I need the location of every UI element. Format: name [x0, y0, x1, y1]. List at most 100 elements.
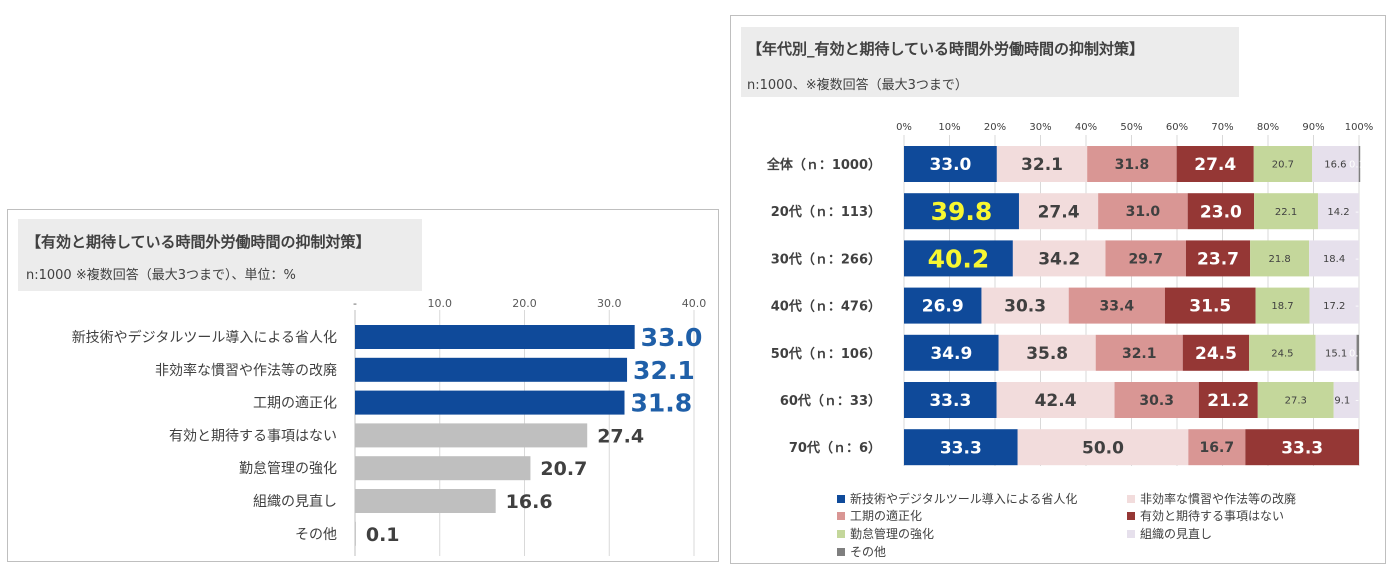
legend-swatch	[837, 494, 845, 503]
stacked-segment	[996, 146, 1088, 182]
segment-value-label: 22.1	[1275, 207, 1297, 218]
stacked-segment	[904, 146, 997, 182]
stacked-segment	[1012, 240, 1106, 277]
stacked-segment	[1114, 382, 1199, 418]
segment-value-label: 23.0	[1200, 202, 1242, 222]
stacked-segment	[904, 334, 999, 371]
right-title-box	[741, 27, 1239, 97]
segment-value-label: 24.5	[1195, 344, 1237, 364]
bar-value-label: 32.1	[633, 356, 695, 385]
legend-item: 新技術やデジタルツール導入による省人化	[837, 490, 1077, 507]
segment-value-label: 21.8	[1269, 254, 1291, 265]
segment-value-label: 15.1	[1325, 348, 1347, 359]
bar	[355, 357, 628, 382]
legend-swatch	[1127, 494, 1135, 503]
segment-value-label: 31.0	[1126, 204, 1161, 220]
legend-swatch	[837, 547, 845, 556]
x-tick-label: 70%	[1211, 122, 1233, 133]
category-label: 40代（ｎ：476）	[771, 299, 881, 315]
bar-value-label: 31.8	[631, 389, 693, 418]
stacked-segment	[1312, 146, 1359, 182]
stacked-segment	[904, 287, 982, 324]
x-tick-label: 100%	[1345, 122, 1374, 133]
stacked-segment	[1164, 287, 1256, 324]
x-tick-label: 40%	[1075, 122, 1097, 133]
stacked-segment	[1105, 240, 1186, 277]
segment-value-label: -	[1355, 301, 1359, 312]
legend-label: 有効と期待する事項はない	[1140, 509, 1285, 523]
bar-value-label: 16.6	[506, 491, 553, 513]
legend-label: 勤怠管理の強化	[850, 527, 935, 541]
x-tick-label: 20.0	[512, 297, 537, 310]
segment-value-label: 16.6	[1324, 160, 1346, 171]
segment-value-label: 14.2	[1327, 207, 1349, 218]
segment-value-label: 21.2	[1207, 391, 1249, 411]
segment-value-label: 0.9	[1349, 348, 1365, 359]
segment-value-label: 31.5	[1189, 297, 1231, 317]
stacked-segment	[1250, 240, 1310, 277]
category-label: 60代（ｎ：33）	[780, 393, 881, 409]
x-tick-label: 90%	[1302, 122, 1324, 133]
legend-swatch	[1127, 529, 1135, 538]
bar-value-label: 0.1	[366, 524, 400, 546]
left-chart-panel: 【有効と期待している時間外労働時間の抑制対策】 n:1000 ※複数回答（最大3…	[7, 209, 719, 562]
segment-value-label: 18.7	[1271, 301, 1293, 312]
legend-swatch	[837, 529, 845, 538]
stacked-segment	[904, 193, 1019, 230]
legend-swatch	[1127, 511, 1135, 520]
segment-value-label: 0.1	[1349, 160, 1365, 171]
stacked-segment	[1257, 382, 1334, 418]
segment-value-label: -	[1355, 396, 1359, 407]
bar-value-label: 33.0	[641, 323, 703, 352]
category-label: 勤怠管理の強化	[239, 461, 337, 477]
right-chart-panel: 【年代別_有効と期待している時間外労働時間の抑制対策】 n:1000、※複数回答…	[730, 15, 1386, 564]
segment-value-label: 23.7	[1197, 250, 1239, 270]
stacked-segment	[1187, 193, 1255, 230]
bar	[355, 489, 496, 513]
category-label: 20代（ｎ：113）	[771, 204, 881, 220]
x-tick-label: 30.0	[597, 297, 622, 310]
stacked-segment	[1245, 429, 1359, 466]
legend-label: 新技術やデジタルツール導入による省人化	[850, 492, 1078, 506]
segment-value-label: 42.4	[1035, 391, 1077, 411]
stacked-bar-chart: 0% 10% 20% 30% 40% 50% 60% 70% 80% 90% 100% 全体（ｎ：10…	[766, 122, 1374, 466]
segment-value-label: 35.8	[1026, 344, 1068, 364]
legend-item: 有効と期待する事項はない	[1127, 507, 1284, 524]
stacked-segment	[1315, 334, 1357, 371]
stacked-segment	[1095, 334, 1183, 371]
segment-value-label: -	[1355, 207, 1359, 218]
segment-value-label: 27.4	[1194, 155, 1236, 175]
bar-value-label: 20.7	[540, 458, 587, 480]
bar	[355, 390, 625, 415]
stacked-segment	[998, 334, 1096, 371]
segment-value-label: 34.9	[930, 344, 972, 364]
x-tick-label: -	[353, 297, 357, 310]
x-tick-label: 80%	[1257, 122, 1279, 133]
left-bar-chart: - 10.0 20.0 30.0 40.0 新技術やデジタルツール導入による省人化 33.0…	[72, 297, 706, 556]
segment-value-label: 26.9	[922, 297, 964, 317]
stacked-segment	[996, 382, 1115, 418]
category-label: その他	[295, 527, 337, 543]
stacked-segment	[1098, 193, 1188, 230]
stacked-segment	[1185, 240, 1251, 277]
stacked-segment	[1198, 382, 1258, 418]
stacked-segment	[1249, 334, 1316, 371]
category-label: 70代（ｎ：6）	[789, 440, 881, 456]
x-tick-label: 10%	[938, 122, 960, 133]
segment-value-label: 27.3	[1285, 396, 1307, 407]
segment-value-label: 31.8	[1115, 157, 1150, 173]
segment-value-label: 33.3	[1281, 438, 1323, 458]
stacked-segment	[1255, 287, 1310, 324]
left-chart-title: 【有効と期待している時間外労働時間の抑制対策】	[26, 233, 371, 251]
x-tick-label: 60%	[1166, 122, 1188, 133]
segment-value-label: 32.1	[1021, 155, 1063, 175]
segment-value-label: 32.1	[1122, 346, 1157, 362]
category-label: 非効率な慣習や作法等の改廃	[155, 362, 337, 379]
segment-value-label: 33.3	[929, 391, 971, 411]
category-label: 組織の見直し	[253, 493, 337, 510]
segment-value-label: 9.1	[1334, 396, 1350, 407]
x-tick-label: 50%	[1120, 122, 1142, 133]
segment-value-label: 34.2	[1038, 250, 1080, 270]
segment-value-label: 50.0	[1082, 438, 1124, 458]
left-title-box	[18, 219, 422, 291]
